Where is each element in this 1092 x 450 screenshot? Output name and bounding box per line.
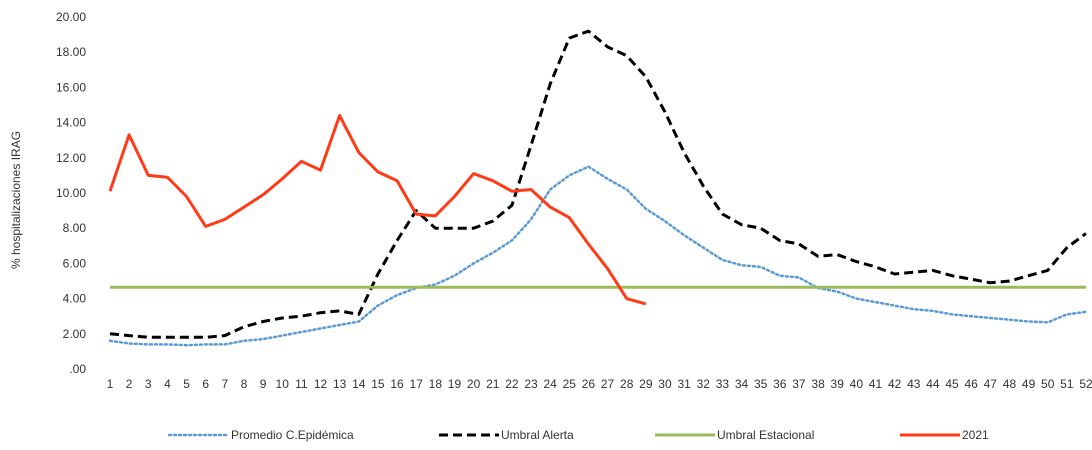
x-tick-label: 30 [658,377,672,391]
x-tick-label: 18 [429,377,443,391]
x-tick-label: 25 [563,377,577,391]
y-tick-label: 6.00 [63,256,87,270]
x-tick-label: 52 [1079,377,1092,391]
x-tick-label: 29 [639,377,653,391]
y-axis-label: % hospitalizaciones IRAG [9,131,23,269]
x-tick-label: 6 [202,377,209,391]
x-tick-label: 12 [314,377,328,391]
legend: Promedio C.Epidémica Umbral Alerta Umbral … [167,428,989,442]
x-tick-label: 49 [1022,377,1036,391]
x-tick-label: 2 [126,377,133,391]
x-tick-label: 7 [221,377,228,391]
x-tick-label: 45 [945,377,959,391]
x-tick-label: 37 [792,377,806,391]
x-tick-label: 8 [241,377,248,391]
x-tick-label: 24 [543,377,557,391]
y-axis-tick-labels: .00 2.00 4.00 6.00 8.00 10.00 12.00 14.00 16.00 1… [56,10,86,376]
y-tick-label: 12.00 [56,151,86,165]
x-tick-label: 42 [888,377,902,391]
x-tick-label: 3 [145,377,152,391]
x-tick-label: 28 [620,377,634,391]
x-tick-label: 11 [295,377,308,391]
x-tick-label: 5 [183,377,190,391]
x-tick-label: 14 [352,377,366,391]
x-tick-label: 36 [773,377,787,391]
x-tick-label: 26 [582,377,596,391]
y-tick-label: 4.00 [63,292,87,306]
x-tick-label: 10 [276,377,290,391]
series-line [108,165,1088,347]
x-tick-label: 39 [831,377,845,391]
x-tick-label: 33 [716,377,730,391]
x-tick-label: 27 [601,377,615,391]
x-tick-label: 40 [850,377,864,391]
x-tick-label: 23 [524,377,538,391]
x-tick-label: 13 [333,377,347,391]
x-tick-label: 38 [811,377,825,391]
y-tick-label: 20.00 [56,10,86,24]
y-tick-label: 10.00 [56,186,86,200]
y-tick-label: 14.00 [56,116,86,130]
series-line [109,29,1087,339]
y-tick-label: .00 [69,362,86,376]
x-tick-label: 16 [390,377,404,391]
legend-label: 2021 [962,428,989,442]
series-lines [108,29,1088,347]
x-tick-label: 51 [1060,377,1074,391]
y-tick-label: 16.00 [56,80,86,94]
x-tick-label: 35 [754,377,768,391]
x-tick-label: 50 [1041,377,1055,391]
x-tick-label: 43 [907,377,921,391]
x-tick-label: 20 [467,377,481,391]
x-tick-label: 47 [984,377,998,391]
y-tick-label: 8.00 [63,221,87,235]
x-tick-label: 9 [260,377,267,391]
x-tick-label: 22 [505,377,519,391]
x-tick-label: 1 [107,377,114,391]
x-tick-label: 46 [964,377,978,391]
x-tick-label: 19 [448,377,462,391]
x-tick-label: 31 [677,377,691,391]
x-tick-label: 34 [735,377,749,391]
x-tick-label: 15 [371,377,385,391]
legend-label: Umbral Alerta [501,428,574,442]
y-tick-label: 18.00 [56,45,86,59]
x-tick-label: 48 [1003,377,1017,391]
x-tick-label: 44 [926,377,940,391]
x-tick-label: 4 [164,377,171,391]
x-tick-label: 32 [697,377,711,391]
y-tick-label: 2.00 [63,327,87,341]
legend-label: Umbral Estacional [717,428,814,442]
x-tick-label: 17 [410,377,424,391]
x-tick-label: 21 [486,377,500,391]
x-axis-tick-labels: 1 2 3 4 5 6 7 8 9 10 11 12 13 14 15 16 17 18 19 20 21 22 23 24 2… [107,377,1092,391]
legend-label: Promedio C.Epidémica [231,428,354,442]
series-line [108,114,647,306]
x-tick-label: 41 [869,377,883,391]
